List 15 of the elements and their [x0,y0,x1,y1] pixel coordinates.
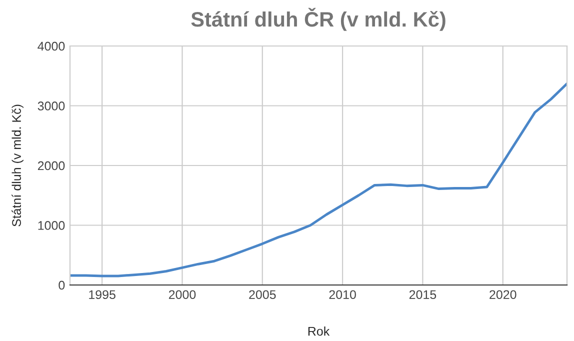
y-tick-label: 4000 [38,42,65,51]
line-series [70,82,567,278]
x-tick-label: 2000 [168,290,196,300]
x-tick-label: 2005 [249,290,276,300]
x-tick-label: 2015 [409,290,436,300]
y-tick-label: 1000 [38,221,65,230]
x-axis-title: Rok [308,326,330,336]
chart-title: Státní dluh ČR (v mld. Kč) [191,8,446,31]
y-tick-label: 2000 [38,161,65,170]
x-tick-label: 1995 [89,290,116,300]
y-axis-title: Státní dluh (v mld. Kč) [12,104,24,226]
x-tick-label: 2020 [490,290,516,300]
y-tick-label: 0 [58,280,65,290]
x-tick-label: 2010 [329,290,356,300]
y-tick-label: 3000 [38,102,65,110]
